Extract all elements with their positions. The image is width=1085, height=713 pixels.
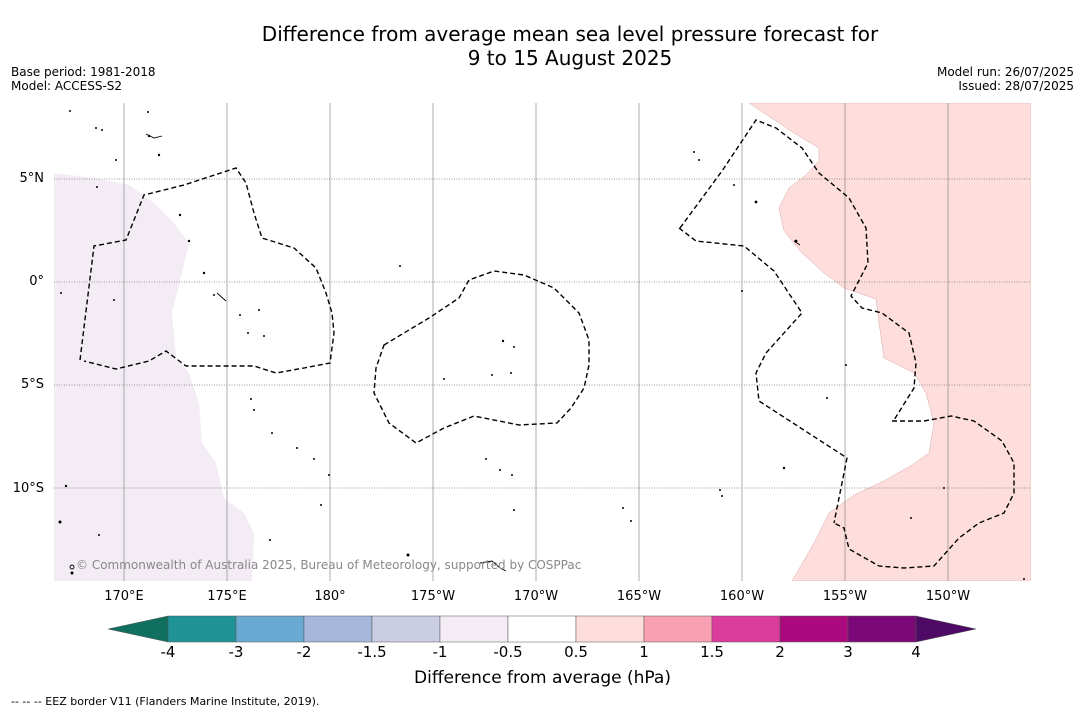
colorbar-segment	[643, 615, 713, 643]
colorbar-segment	[235, 615, 305, 643]
model-name: Model: ACCESS-S2	[11, 79, 123, 93]
colorbar-segment	[371, 615, 441, 643]
colorbar-tick-label: -3	[228, 643, 244, 661]
lon-tick-165w: 165°W	[616, 589, 662, 604]
eez-border-kiribati-phoenix	[373, 270, 590, 444]
lat-tick-5n: 5°N	[19, 171, 45, 186]
grid	[123, 103, 949, 581]
eez-border-kiribati-line	[679, 119, 917, 421]
colorbar-tick-label: 1.5	[700, 643, 724, 661]
anomaly-region-positive	[748, 103, 1031, 581]
colorbar-segment	[779, 615, 849, 643]
colorbar-segment	[575, 615, 645, 643]
colorbar-segments	[107, 615, 977, 643]
lat-tick-5s: 5°S	[20, 377, 44, 392]
colorbar-label: Difference from average (hPa)	[414, 668, 671, 688]
lon-tick-175e: 175°E	[207, 589, 247, 604]
colorbar-tick-label: -0.5	[493, 643, 523, 661]
anomaly-region-negative	[54, 173, 254, 581]
title-line-2: 9 to 15 August 2025	[467, 46, 673, 70]
eez-borders	[79, 119, 1015, 569]
colorbar-tick-label: 4	[911, 643, 921, 661]
eez-border-cook-islands	[833, 415, 1015, 569]
lon-tick-170e: 170°E	[104, 589, 144, 604]
lon-tick-180: 180°	[314, 589, 346, 604]
colorbar-tick-label: 2	[775, 643, 785, 661]
eez-footnote: -- -- -- EEZ border V11 (Flanders Marine…	[11, 695, 320, 708]
title-line-1: Difference from average mean sea level p…	[261, 22, 879, 46]
lon-tick-175w: 175°W	[410, 589, 456, 604]
islands	[58, 110, 1025, 580]
base-period: Base period: 1981-2018	[11, 65, 156, 79]
issued-date: Issued: 28/07/2025	[958, 79, 1074, 93]
copyright-notice: © Commonwealth of Australia 2025, Bureau…	[76, 558, 582, 572]
lat-tick-10s: 10°S	[12, 481, 44, 496]
colorbar-segment	[167, 615, 237, 643]
lon-tick-150w: 150°W	[925, 589, 971, 604]
colorbar-segment	[303, 615, 373, 643]
colorbar-segment	[439, 615, 509, 643]
eez-border-kiribati-gilbert	[79, 167, 335, 374]
colorbar-tick-label: -1.5	[357, 643, 387, 661]
lon-tick-155w: 155°W	[822, 589, 868, 604]
colorbar-extend-high	[915, 615, 977, 643]
colorbar-tick-label: 1	[639, 643, 649, 661]
chart-title: Difference from average mean sea level p…	[0, 22, 1085, 70]
colorbar-tick-label: -4	[160, 643, 176, 661]
colorbar-segment	[507, 615, 577, 643]
colorbar-segment	[847, 615, 917, 643]
lat-tick-0: 0°	[29, 274, 44, 289]
meta-right: Model run: 26/07/2025 Issued: 28/07/2025	[937, 65, 1074, 93]
colorbar-tick-label: -1	[432, 643, 448, 661]
colorbar-extend-low	[107, 615, 169, 643]
model-run: Model run: 26/07/2025	[936, 65, 1074, 79]
meta-left: Base period: 1981-2018 Model: ACCESS-S2	[11, 65, 156, 93]
colorbar	[107, 615, 977, 643]
colorbar-tick-label: 3	[843, 643, 853, 661]
eez-border-french-polynesia	[678, 227, 848, 524]
colorbar-tick-label: -2	[296, 643, 312, 661]
lon-tick-160w: 160°W	[719, 589, 765, 604]
map-panel	[54, 103, 1031, 581]
colorbar-tick-label: 0.5	[564, 643, 588, 661]
colorbar-segment	[711, 615, 781, 643]
lon-tick-170w: 170°W	[513, 589, 559, 604]
